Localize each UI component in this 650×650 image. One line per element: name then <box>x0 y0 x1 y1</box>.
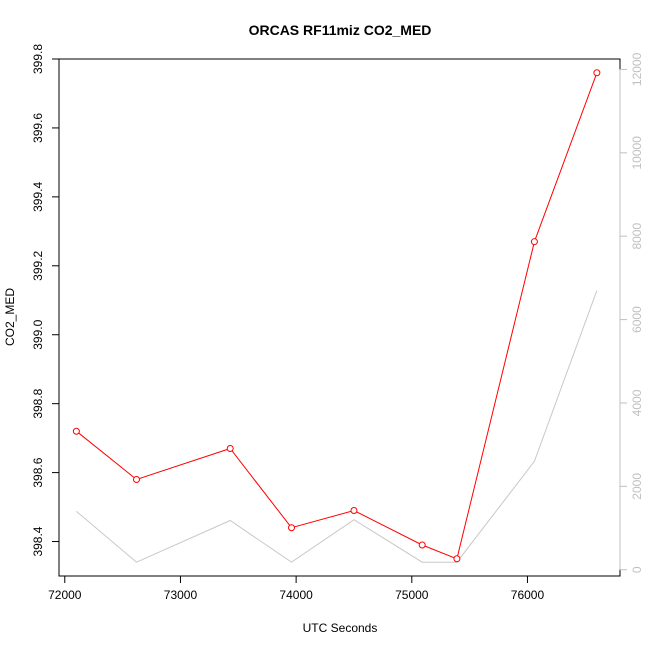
x-axis-label: UTC Seconds <box>303 621 378 635</box>
data-point <box>132 475 140 483</box>
data-point <box>453 555 461 563</box>
series-right-line <box>76 290 598 563</box>
series-layer <box>72 69 601 563</box>
y-tick-label: 398.8 <box>31 388 45 418</box>
series-left-line <box>76 72 598 560</box>
y-tick-label: 399.2 <box>31 250 45 280</box>
x-tick-label: 75000 <box>395 588 429 602</box>
data-point <box>530 238 538 246</box>
x-axis: 72000 73000 74000 75000 76000 <box>48 575 545 602</box>
data-point <box>226 444 234 452</box>
y-axis: 398.4 398.6 398.8 399.0 399.2 399.4 399.6 399.8 <box>31 44 60 557</box>
chart-title: ORCAS RF11miz CO2_MED <box>249 22 432 38</box>
data-point <box>287 524 295 532</box>
plot-frame <box>58 58 621 577</box>
y2-axis: 0 2000 4000 6000 8000 10000 12000 <box>619 52 644 573</box>
data-point <box>72 427 80 435</box>
x-tick-label: 74000 <box>279 588 313 602</box>
data-point <box>418 541 426 549</box>
y-tick-label: 398.4 <box>31 526 45 556</box>
y-axis-label: CO2_MED <box>3 288 17 346</box>
y-tick-label: 398.6 <box>31 457 45 487</box>
y2-tick-label: 10000 <box>630 136 644 170</box>
y-tick-label: 399.6 <box>31 113 45 143</box>
data-point <box>593 69 601 77</box>
y2-tick-label: 2000 <box>630 473 644 500</box>
y-tick-label: 399.4 <box>31 182 45 212</box>
y2-tick-label: 12000 <box>630 52 644 86</box>
y-tick-label: 399.0 <box>31 319 45 349</box>
y-tick-label: 399.8 <box>31 44 45 74</box>
y2-tick-label: 6000 <box>630 306 644 333</box>
x-tick-label: 72000 <box>48 588 82 602</box>
x-tick-label: 73000 <box>164 588 198 602</box>
y2-tick-label: 0 <box>630 566 644 573</box>
y2-tick-label: 4000 <box>630 389 644 416</box>
y2-tick-label: 8000 <box>630 223 644 250</box>
data-point <box>350 507 358 515</box>
x-tick-label: 76000 <box>511 588 545 602</box>
